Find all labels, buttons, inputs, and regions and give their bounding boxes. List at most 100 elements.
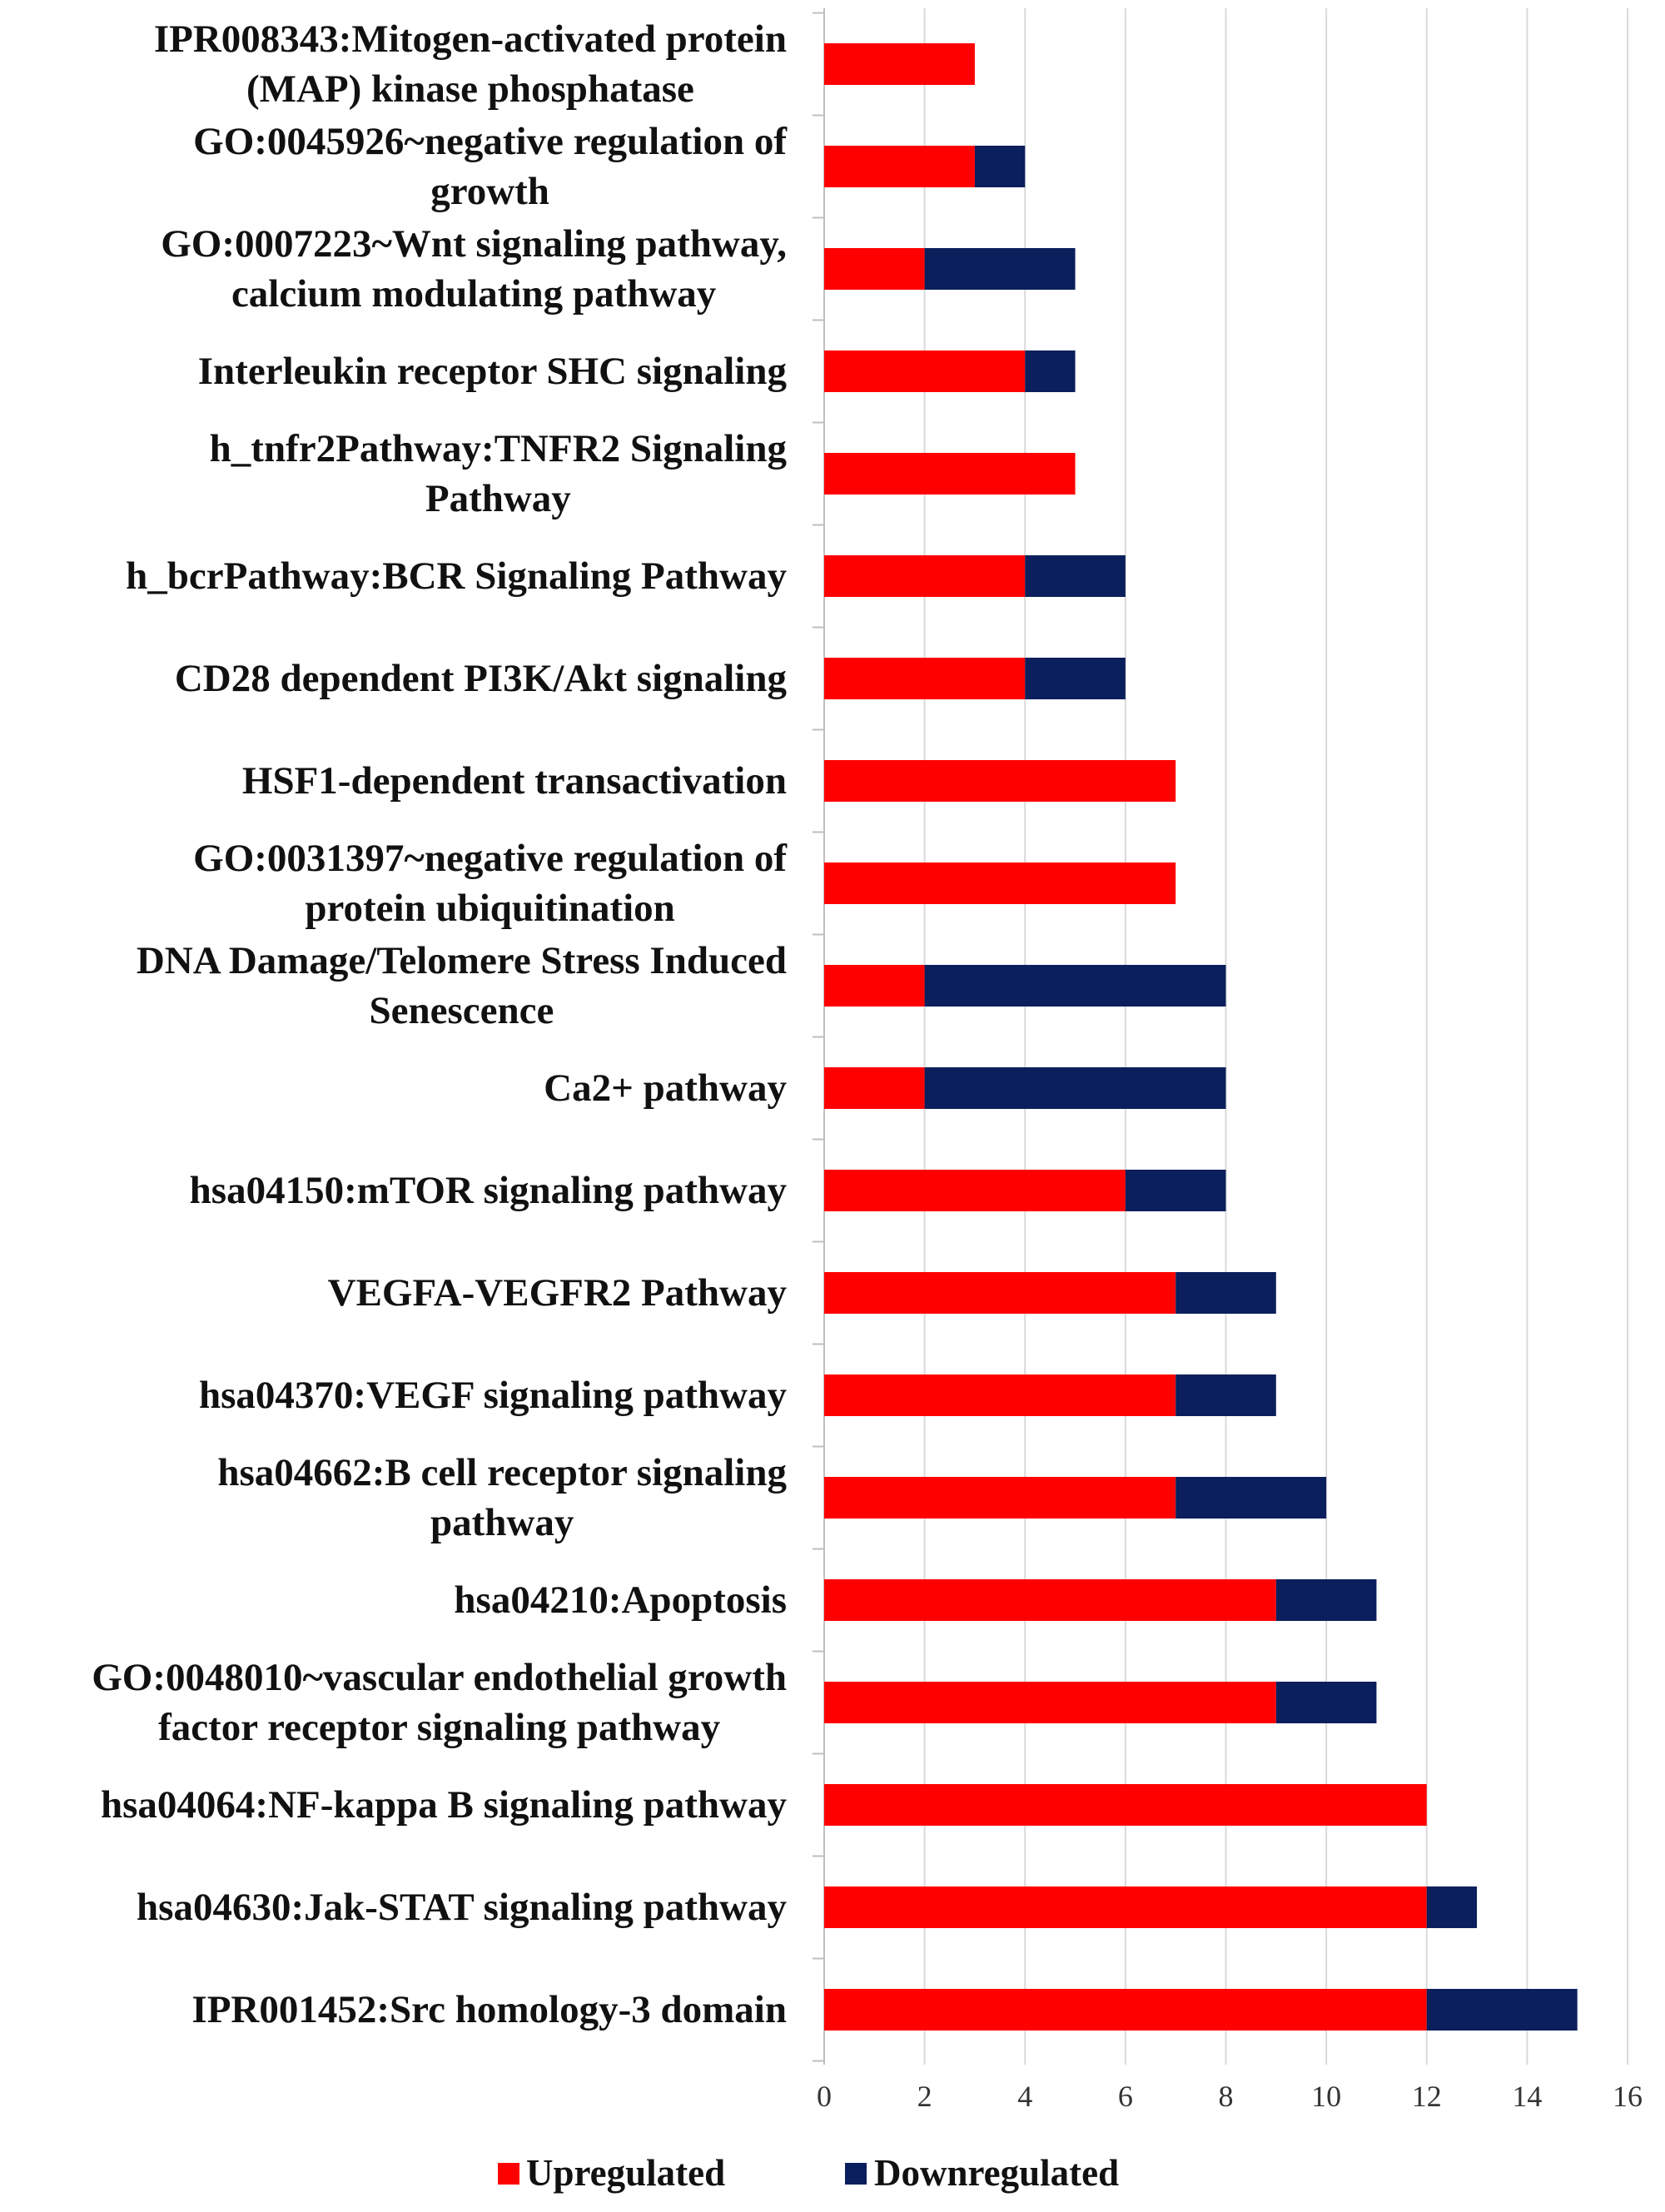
bar-downregulated (1025, 350, 1076, 392)
category-label: GO:0007223~Wnt signaling pathway, calcium… (161, 222, 787, 316)
category-labels: IPR008343:Mitogen-activated protein (MAP)… (92, 17, 788, 2031)
category-label-line: IPR001452:Src homology-3 domain (191, 1988, 787, 2031)
legend-label-upregulated: Upregulated (526, 2152, 725, 2194)
x-tick-label: 16 (1613, 2080, 1643, 2113)
bar-upregulated (824, 1579, 1276, 1621)
x-tick-label: 0 (817, 2080, 832, 2113)
x-tick-label: 14 (1512, 2080, 1542, 2113)
legend-swatch-upregulated (498, 2163, 519, 2185)
bar-upregulated (824, 1170, 1126, 1211)
x-tick-label: 12 (1412, 2080, 1442, 2113)
category-label-line: GO:0007223~Wnt signaling pathway, (161, 222, 787, 266)
bar-downregulated (924, 248, 1076, 290)
x-axis-tick-labels: 0 2 4 6 8 10 12 14 16 (817, 2080, 1643, 2113)
category-label-line: growth (430, 170, 549, 213)
category-label-line: GO:0045926~negative regulation of (193, 120, 788, 163)
bar-upregulated (824, 1067, 925, 1109)
category-label: hsa04210:Apoptosis (454, 1578, 787, 1622)
bar-upregulated (824, 350, 1026, 392)
category-label-line: calcium modulating pathway (231, 272, 717, 316)
bar-upregulated (824, 248, 925, 290)
x-tick-label: 6 (1118, 2080, 1133, 2113)
gridlines (923, 8, 1628, 2065)
legend-label-downregulated: Downregulated (874, 2152, 1119, 2194)
bar-upregulated (824, 1477, 1176, 1519)
category-label: IPR001452:Src homology-3 domain (191, 1988, 787, 2031)
category-label: Ca2+ pathway (544, 1066, 787, 1110)
category-label-line: CD28 dependent PI3K/Akt signaling (175, 657, 788, 700)
category-label-line: DNA Damage/Telomere Stress Induced (137, 939, 787, 982)
category-label: Interleukin receptor SHC signaling (198, 350, 788, 393)
bar-downregulated (1426, 1886, 1478, 1928)
category-label-line: Ca2+ pathway (544, 1066, 787, 1110)
category-label-line: (MAP) kinase phosphatase (246, 67, 694, 111)
category-label: CD28 dependent PI3K/Akt signaling (175, 657, 788, 700)
category-label-line: hsa04064:NF-kappa B signaling pathway (101, 1783, 788, 1827)
category-label-line: hsa04630:Jak-STAT signaling pathway (137, 1886, 787, 1929)
bar-upregulated (824, 555, 1026, 597)
category-label: hsa04630:Jak-STAT signaling pathway (137, 1886, 787, 1929)
category-label-line: hsa04150:mTOR signaling pathway (190, 1169, 788, 1212)
category-label: GO:0048010~vascular endothelial growth fa… (92, 1656, 787, 1749)
category-label-line: pathway (430, 1501, 574, 1544)
bar-downregulated (1125, 1170, 1226, 1211)
category-label: VEGFA-VEGFR2 Pathway (328, 1271, 788, 1315)
category-label-line: IPR008343:Mitogen-activated protein (154, 17, 787, 61)
bar-upregulated (824, 1989, 1427, 2031)
category-label: hsa04064:NF-kappa B signaling pathway (101, 1783, 788, 1827)
bar-downregulated (924, 965, 1226, 1007)
category-label-line: h_tnfr2Pathway:TNFR2 Signaling (210, 427, 788, 470)
category-label: hsa04662:B cell receptor signaling pathwa… (217, 1451, 787, 1544)
x-tick-label: 10 (1311, 2080, 1341, 2113)
y-axis (813, 8, 825, 2065)
category-label-line: hsa04210:Apoptosis (454, 1578, 787, 1622)
bar-upregulated (824, 1374, 1176, 1416)
bar-downregulated (1175, 1272, 1276, 1314)
category-label-line: GO:0031397~negative regulation of (193, 837, 788, 880)
legend-swatch-downregulated (845, 2163, 867, 2185)
category-label: IPR008343:Mitogen-activated protein (MAP)… (154, 17, 787, 111)
category-label-line: Pathway (425, 477, 571, 520)
bar-downregulated (1275, 1579, 1377, 1621)
bars (824, 43, 1578, 2031)
bar-downregulated (1426, 1989, 1578, 2031)
category-label-line: protein ubiquitination (305, 887, 674, 930)
bar-upregulated (824, 965, 925, 1007)
legend: Upregulated Downregulated (498, 2152, 1119, 2194)
bar-upregulated (824, 453, 1076, 495)
category-label: DNA Damage/Telomere Stress Induced Senesc… (137, 939, 787, 1032)
bar-upregulated (824, 658, 1026, 699)
bar-downregulated (974, 146, 1026, 187)
category-label: hsa04370:VEGF signaling pathway (199, 1374, 788, 1417)
x-tick-label: 8 (1219, 2080, 1234, 2113)
category-label-line: hsa04370:VEGF signaling pathway (199, 1374, 788, 1417)
bar-downregulated (1275, 1682, 1377, 1723)
bar-upregulated (824, 1682, 1276, 1723)
x-tick-label: 2 (917, 2080, 932, 2113)
category-label-line: Senescence (369, 989, 554, 1032)
category-label: GO:0045926~negative regulation of growth (193, 120, 788, 213)
bar-upregulated (824, 1886, 1427, 1928)
category-label: h_bcrPathway:BCR Signaling Pathway (126, 554, 787, 598)
category-label-line: Interleukin receptor SHC signaling (198, 350, 788, 393)
bar-upregulated (824, 760, 1176, 802)
category-label: HSF1-dependent transactivation (242, 759, 787, 803)
category-label-line: HSF1-dependent transactivation (242, 759, 787, 803)
bar-upregulated (824, 43, 975, 85)
category-label-line: hsa04662:B cell receptor signaling (217, 1451, 787, 1494)
bar-downregulated (1175, 1374, 1276, 1416)
category-label: h_tnfr2Pathway:TNFR2 Signaling Pathway (210, 427, 788, 520)
category-label-line: VEGFA-VEGFR2 Pathway (328, 1271, 788, 1315)
bar-upregulated (824, 862, 1176, 904)
bar-downregulated (1175, 1477, 1327, 1519)
category-label: GO:0031397~negative regulation of protein… (193, 837, 788, 930)
category-label: hsa04150:mTOR signaling pathway (190, 1169, 788, 1212)
x-tick-label: 4 (1017, 2080, 1032, 2113)
bar-downregulated (1025, 555, 1126, 597)
bar-upregulated (824, 1272, 1176, 1314)
category-label-line: h_bcrPathway:BCR Signaling Pathway (126, 554, 787, 598)
bar-upregulated (824, 1784, 1427, 1826)
bar-upregulated (824, 146, 975, 187)
category-label-line: factor receptor signaling pathway (158, 1706, 720, 1749)
